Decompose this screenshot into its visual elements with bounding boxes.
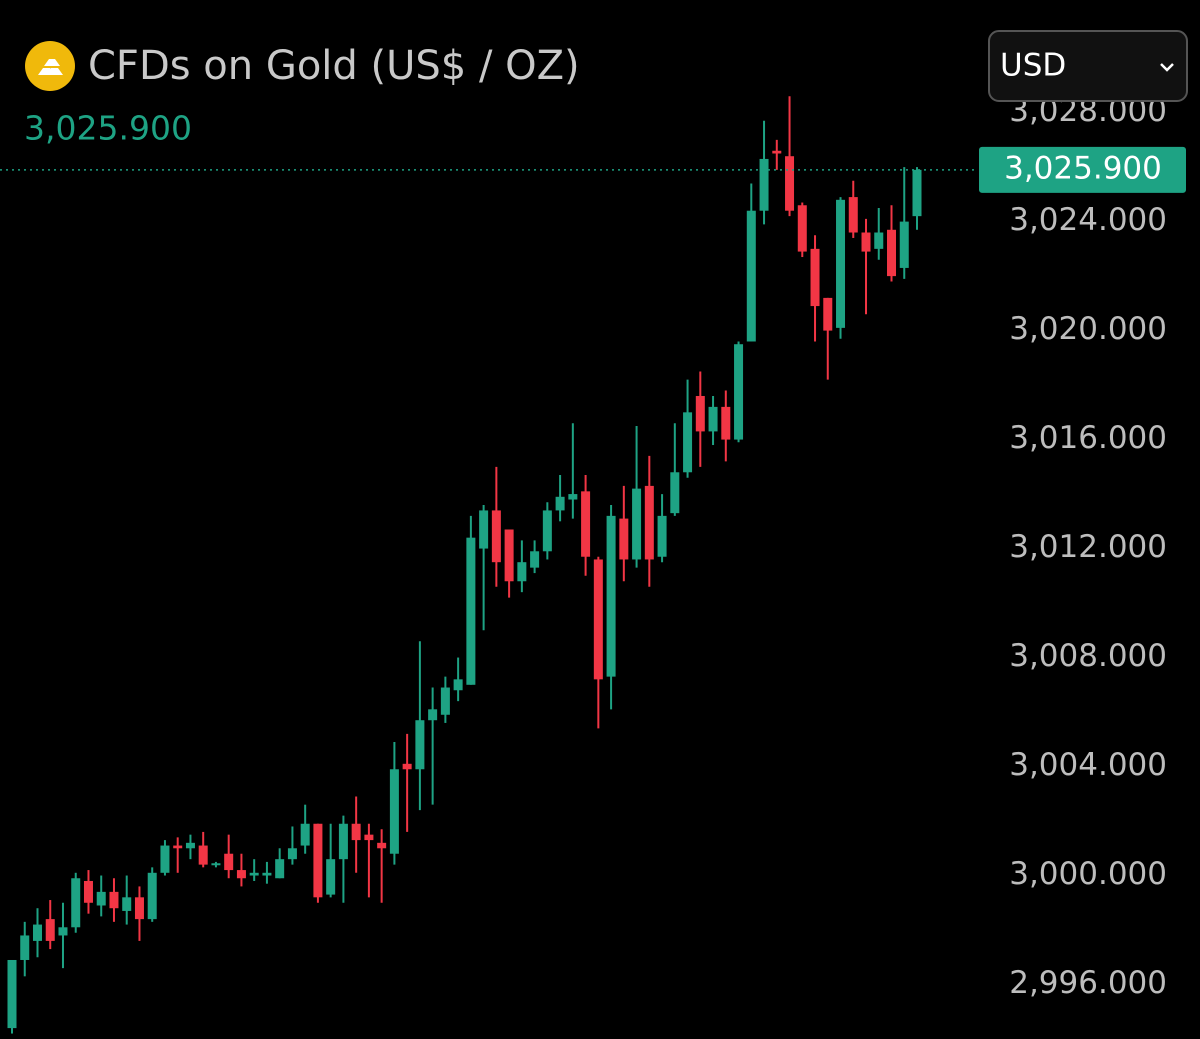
candle-body (657, 515, 667, 557)
candle-body (32, 924, 42, 941)
candle-body (491, 510, 501, 563)
candle-body (466, 537, 476, 685)
candle-body (338, 823, 348, 860)
candle-body (224, 853, 234, 871)
candle-body (211, 863, 221, 866)
candle-body (695, 395, 705, 432)
candle-body (644, 485, 654, 560)
currency-label[interactable]: USD (1000, 48, 1066, 84)
candle-body (147, 872, 157, 920)
candle-body (581, 491, 591, 557)
candle-body (134, 897, 144, 920)
candle-body (670, 472, 680, 514)
candle-body (122, 897, 132, 911)
candle-body (96, 891, 106, 906)
candle-body (887, 229, 897, 277)
candle-body (249, 872, 259, 876)
candle-body (185, 842, 195, 849)
candle-body (772, 150, 782, 154)
candle-body (785, 156, 795, 211)
candle-body (517, 562, 527, 582)
y-tick-label: 3,020.000 (1009, 311, 1167, 347)
candle-body (300, 823, 310, 846)
candle-body (912, 169, 922, 217)
candle-body (262, 872, 272, 876)
candle-body (683, 412, 693, 473)
candle-body (313, 823, 323, 898)
candle-body (619, 518, 629, 560)
candle-body (236, 870, 246, 879)
candle-body (275, 859, 285, 879)
candle-body (593, 559, 603, 680)
y-tick-label: 3,004.000 (1009, 747, 1167, 783)
candle-body (848, 197, 858, 233)
y-tick-label: 3,024.000 (1009, 202, 1167, 238)
header: CFDs on Gold (US$ / OZ) 3,025.900 (24, 41, 580, 148)
candle-body (568, 494, 578, 500)
plot-area (7, 96, 922, 1034)
candle-body (836, 199, 846, 328)
candle-body (734, 344, 744, 440)
candle-body (198, 845, 208, 865)
candle-body (83, 880, 93, 903)
y-tick-label: 3,008.000 (1009, 638, 1167, 674)
candle-body (797, 205, 807, 252)
chart-title: CFDs on Gold (US$ / OZ) (88, 43, 580, 89)
candle-body (415, 720, 425, 770)
current-price: 3,025.900 (24, 109, 192, 148)
candle-body (606, 515, 616, 677)
candle-body (440, 687, 450, 715)
candle-body (7, 959, 17, 1029)
candle-body (708, 406, 718, 432)
last-price-badge (979, 146, 1186, 193)
candle-body (810, 248, 820, 307)
candle-body (555, 496, 565, 511)
y-tick-label: 3,016.000 (1009, 420, 1167, 456)
candle-body (389, 769, 399, 854)
gold-icon (25, 41, 75, 91)
candle-body (45, 919, 55, 941)
candle-body (504, 529, 514, 582)
candle-body (20, 935, 30, 960)
candle-body (160, 845, 170, 873)
candle-body (71, 878, 81, 928)
candle-body (759, 158, 769, 211)
candle-body (874, 232, 884, 249)
candle-body (377, 842, 387, 849)
last-price-label: 3,025.900 (1004, 150, 1162, 186)
candle-body (326, 859, 336, 895)
candle-body (479, 510, 489, 549)
candle-body (542, 510, 552, 552)
candle-body (58, 927, 68, 936)
candle-body (861, 232, 871, 252)
currency-selector[interactable]: USD (988, 30, 1188, 102)
y-axis: 2,996.000 3,000.000 3,004.000 3,008.000 3,01… (975, 93, 1167, 1001)
y-tick-label: 2,996.000 (1009, 965, 1167, 1001)
candle-body (632, 488, 642, 560)
candle-body (287, 848, 297, 860)
candle-body (428, 709, 438, 721)
overlay: 3,025.900 (0, 146, 1186, 193)
y-tick-label: 3,012.000 (1009, 529, 1167, 565)
candle-body (364, 834, 374, 841)
candle-body (173, 845, 183, 849)
candle-body (351, 823, 361, 841)
candle-body (823, 297, 833, 331)
candle-body (402, 763, 412, 770)
candle-body (746, 210, 756, 342)
candle-body (109, 891, 119, 909)
candle-body (453, 679, 463, 691)
y-tick-label: 3,000.000 (1009, 856, 1167, 892)
candle-body (721, 406, 731, 440)
candle-body (530, 551, 540, 568)
candle-body (899, 221, 909, 268)
